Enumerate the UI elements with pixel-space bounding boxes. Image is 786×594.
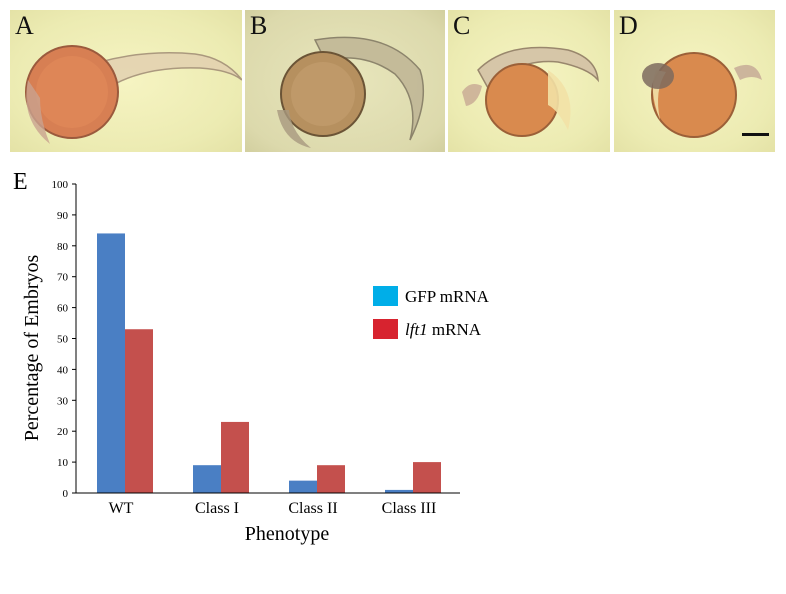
- y-tick-label: 70: [57, 272, 69, 284]
- bar-gfp-mrna-class-i: [193, 465, 221, 493]
- x-tick-label: Class III: [382, 500, 437, 517]
- panel-label-b: B: [250, 11, 268, 40]
- y-tick-label: 90: [57, 210, 69, 222]
- bar-lft1-mrna-wt: [125, 329, 153, 493]
- legend-label: lft1 mRNA: [405, 320, 482, 339]
- panel-label-a: A: [15, 11, 34, 40]
- y-tick-label: 60: [57, 303, 69, 315]
- x-tick-label: WT: [109, 500, 134, 517]
- panel-label-e: E: [13, 169, 28, 195]
- scale-bar: [742, 133, 769, 136]
- y-tick-label: 0: [63, 488, 69, 500]
- embryo-d-illustration: [642, 52, 769, 138]
- embryo-image-d: D: [614, 10, 775, 152]
- embryo-c-illustration: [462, 46, 599, 137]
- embryo-image-c: C: [448, 10, 610, 152]
- legend-label: GFP mRNA: [405, 287, 490, 306]
- panel-label-c: C: [453, 11, 471, 40]
- bar-gfp-mrna-class-ii: [289, 480, 317, 493]
- x-tick-label: Class II: [288, 500, 337, 517]
- x-tick-label: Class I: [195, 500, 239, 517]
- embryo-a-illustration: [25, 45, 242, 144]
- panel-label-d: D: [619, 11, 638, 40]
- bar-lft1-mrna-class-ii: [317, 465, 345, 493]
- y-tick-label: 30: [57, 395, 69, 407]
- bar-lft1-mrna-class-iii: [413, 462, 441, 493]
- x-axis-label: Phenotype: [245, 523, 330, 545]
- y-tick-label: 20: [57, 426, 69, 438]
- embryo-image-b: B: [245, 10, 445, 152]
- embryo-b-illustration: [277, 36, 425, 148]
- bar-gfp-mrna-class-iii: [385, 489, 413, 493]
- legend-swatch: [373, 319, 398, 339]
- y-tick-label: 10: [57, 457, 69, 469]
- embryo-image-a: A: [10, 10, 242, 152]
- y-tick-label: 50: [57, 334, 69, 346]
- y-tick-label: 100: [52, 179, 69, 191]
- bar-lft1-mrna-class-i: [221, 421, 249, 493]
- legend-swatch: [373, 286, 398, 306]
- bar-gfp-mrna-wt: [97, 233, 125, 493]
- y-tick-label: 40: [57, 364, 69, 376]
- y-axis-label: Percentage of Embryos: [21, 254, 43, 441]
- y-tick-label: 80: [57, 241, 69, 253]
